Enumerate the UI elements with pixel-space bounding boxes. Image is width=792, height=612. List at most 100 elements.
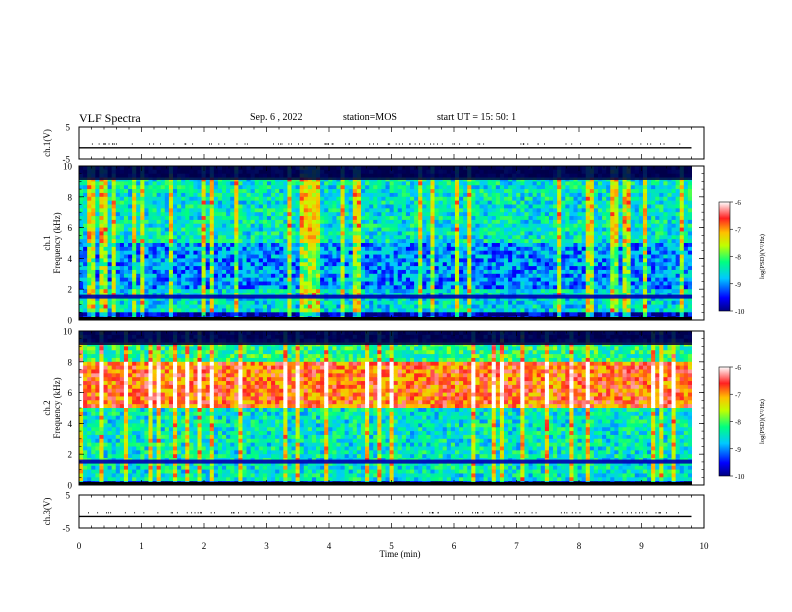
spectrogram-cell: [434, 235, 440, 240]
spectrogram-cell: [266, 296, 272, 302]
spectrogram-cell: [389, 181, 395, 186]
spectrogram-cell: [95, 254, 101, 259]
spectrogram-cell: [471, 300, 477, 306]
spectrogram-cell: [164, 312, 170, 317]
spectrogram-cell: [414, 192, 419, 198]
spectrogram-cell: [213, 208, 219, 213]
spectrogram-cell: [222, 219, 227, 225]
spectrogram-cell: [103, 300, 109, 306]
spectrogram-cell: [442, 204, 448, 209]
spectrogram-cell: [467, 216, 472, 221]
spectrogram-cell: [340, 208, 346, 213]
spectrogram-cell: [262, 227, 268, 233]
spectrogram-cell: [271, 289, 276, 294]
spectrogram-cell: [365, 250, 370, 256]
spectrogram-cell: [344, 273, 350, 279]
spectrogram-cell: [111, 223, 117, 229]
spectrogram-cell: [377, 246, 383, 252]
spectrogram-cell: [548, 277, 554, 283]
spectrogram-cell: [181, 312, 186, 317]
spectrogram-cell: [144, 296, 150, 302]
spectrogram-cell: [79, 312, 84, 317]
spectrogram-cell: [242, 181, 248, 186]
spectrogram-cell: [508, 266, 513, 271]
spectrogram-cell: [197, 204, 203, 209]
spectrogram-cell: [307, 204, 313, 209]
spectrogram-cell: [397, 216, 403, 221]
spectrogram-cell: [242, 304, 248, 310]
spectrogram-cell: [242, 312, 248, 317]
spectrogram-cell: [234, 243, 239, 248]
spectrogram-cell: [356, 212, 362, 217]
spectrogram-cell: [426, 269, 432, 275]
spectrogram-cell: [414, 262, 419, 267]
spectrogram-cell: [557, 281, 562, 286]
spectrogram-cell: [491, 204, 497, 209]
spectrogram-cell: [508, 231, 513, 236]
spectrogram-cell: [377, 185, 383, 190]
spectrogram-cell: [185, 204, 190, 209]
spectrogram-cell: [140, 296, 145, 302]
spectrogram-cell: [87, 235, 92, 240]
spectrogram-cell: [99, 231, 105, 236]
spectrogram-cell: [581, 300, 587, 306]
spectrogram-cell: [103, 223, 109, 229]
spectrogram-cell: [446, 300, 452, 306]
spectrogram-cell: [213, 304, 219, 310]
spectrogram-cell: [516, 266, 521, 271]
spectrogram-cell: [160, 308, 166, 313]
spectrogram-cell: [303, 200, 309, 206]
spectrogram-cell: [115, 239, 121, 244]
spectrogram-cell: [495, 289, 501, 294]
spectrogram-cell: [344, 277, 350, 283]
spectrogram-cell: [475, 258, 481, 263]
spectrogram-cell: [373, 216, 378, 221]
spectrogram-cell: [454, 266, 460, 271]
spectrogram-cell: [291, 258, 297, 263]
spectrogram-cell: [271, 296, 276, 302]
spectrogram-cell: [459, 262, 464, 267]
spectrogram-cell: [123, 239, 129, 244]
spectrogram-cell: [83, 219, 88, 225]
spectrogram-cell: [307, 254, 313, 259]
spectrogram-cell: [156, 204, 162, 209]
spectrogram-cell: [565, 231, 570, 236]
spectrogram-cell: [79, 239, 84, 244]
spectrogram-cell: [344, 212, 350, 217]
spectrogram-cell: [405, 246, 411, 252]
spectrogram-cell: [111, 254, 117, 259]
spectrogram-cell: [324, 273, 329, 279]
spectrogram-cell: [356, 208, 362, 213]
spectrogram-cell: [95, 289, 101, 294]
spectrogram-cell: [271, 196, 276, 202]
spectrogram-cell: [471, 235, 477, 240]
spectrogram-cell: [246, 273, 252, 279]
spectrogram-cell: [336, 262, 342, 267]
spectrogram-cell: [164, 308, 170, 313]
spectrogram-cell: [442, 312, 448, 317]
spectrogram-cell: [426, 289, 432, 294]
spectrogram-cell: [504, 231, 509, 236]
spectrogram-cell: [573, 281, 579, 286]
spectrogram-cell: [230, 285, 235, 290]
spectrogram-cell: [230, 304, 235, 310]
spectrogram-cell: [119, 239, 125, 244]
spectrogram-cell: [177, 239, 182, 244]
spectrogram-cell: [242, 231, 248, 236]
spectrogram-cell: [246, 192, 252, 198]
spectrogram-cell: [557, 250, 562, 256]
spectrogram-cell: [197, 216, 203, 221]
spectrogram-cell: [316, 258, 321, 263]
spectrogram-cell: [156, 212, 162, 217]
spectrogram-cell: [512, 246, 517, 252]
spectrogram-cell: [79, 254, 84, 259]
spectrogram-cell: [348, 254, 354, 259]
spectrogram-cell: [581, 208, 587, 213]
spectrogram-cell: [348, 277, 354, 283]
spectrogram-cell: [585, 269, 591, 275]
spectrogram-cell: [303, 223, 309, 229]
spectrogram-cell: [168, 289, 174, 294]
spectrogram-cell: [144, 262, 150, 267]
spectrogram-cell: [266, 196, 272, 202]
spectrogram-cell: [573, 246, 579, 252]
